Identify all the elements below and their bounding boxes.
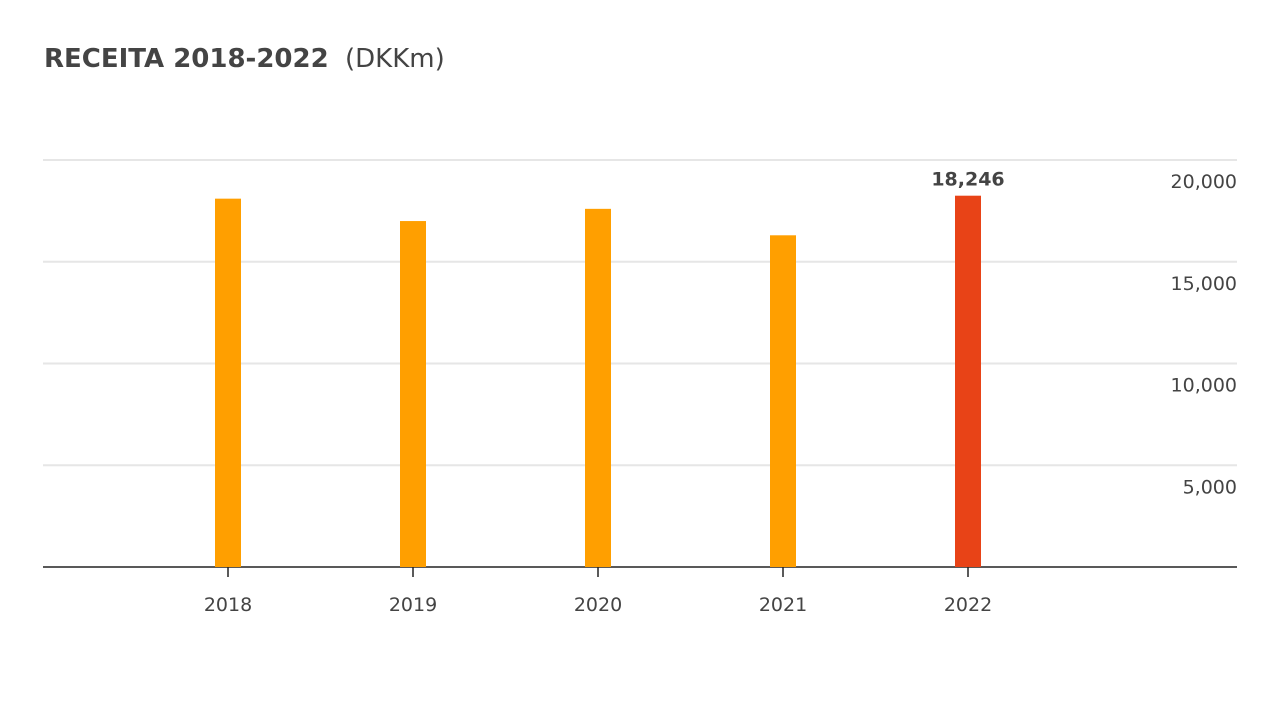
y-tick-label: 5,000 bbox=[1183, 476, 1237, 498]
x-tick-label: 2022 bbox=[944, 594, 992, 616]
value-label: 18,246 bbox=[931, 169, 1004, 191]
bar bbox=[215, 198, 241, 568]
bar bbox=[955, 195, 981, 567]
y-tick-label: 15,000 bbox=[1171, 273, 1237, 295]
title: RECEITA 2018-2022 bbox=[44, 44, 329, 74]
x-tick-label: 2020 bbox=[574, 594, 622, 616]
bar bbox=[585, 208, 611, 567]
chart-title: RECEITA 2018-2022 (DKKm) bbox=[44, 44, 445, 74]
bar bbox=[400, 221, 426, 568]
x-tick-label: 2021 bbox=[759, 594, 807, 616]
y-tick-label: 10,000 bbox=[1171, 375, 1237, 397]
bar bbox=[770, 235, 796, 568]
unit: (DKKm) bbox=[345, 44, 445, 74]
x-tick-label: 2018 bbox=[204, 594, 252, 616]
x-tick-label: 2019 bbox=[389, 594, 437, 616]
y-tick-label: 20,000 bbox=[1171, 171, 1237, 193]
